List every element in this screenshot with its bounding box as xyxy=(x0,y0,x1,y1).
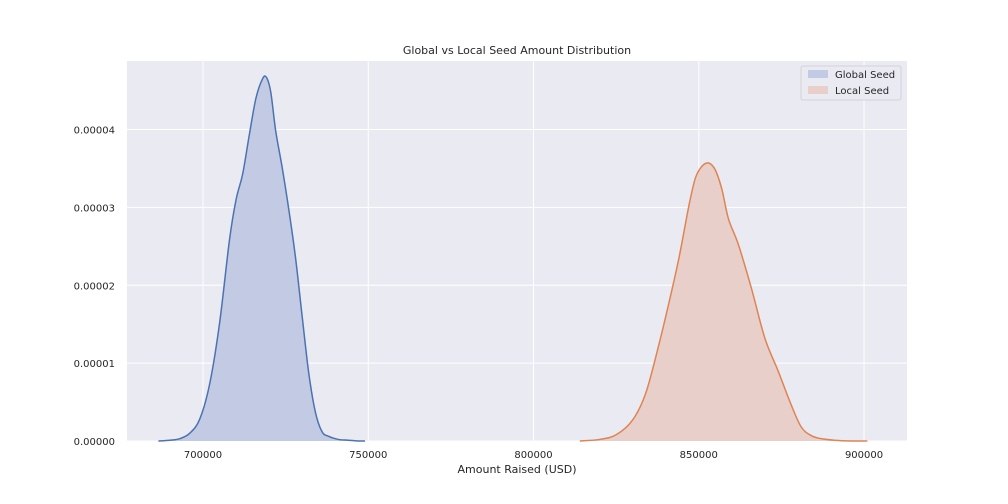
density-fill-local-seed xyxy=(579,162,868,442)
x-tick-label-0: 700000 xyxy=(184,450,222,461)
x-tick-label-3: 850000 xyxy=(680,450,718,461)
x-axis-title: Amount Raised (USD) xyxy=(458,463,577,476)
y-tick-label-2: 0.00002 xyxy=(74,281,115,292)
density-fill-global-seed xyxy=(158,75,365,442)
legend: Global Seed Local Seed xyxy=(800,65,902,101)
legend-swatch-local-seed xyxy=(808,86,828,94)
y-tick-label-1: 0.00001 xyxy=(74,359,115,370)
y-axis-ticks: 0.00000 0.00001 0.00002 0.00003 0.00004 xyxy=(74,126,115,448)
y-tick-label-0: 0.00000 xyxy=(74,437,115,448)
density-line-local-seed xyxy=(579,162,868,442)
legend-label-global-seed: Global Seed xyxy=(835,70,895,81)
legend-swatch-global-seed xyxy=(808,70,828,78)
x-tick-label-4: 900000 xyxy=(845,450,883,461)
y-tick-label-4: 0.00004 xyxy=(74,126,115,137)
series-layer xyxy=(158,75,868,442)
density-line-global-seed xyxy=(158,75,365,442)
y-tick-label-3: 0.00003 xyxy=(74,203,115,214)
x-axis-ticks: 700000 750000 800000 850000 900000 xyxy=(184,450,883,461)
legend-label-local-seed: Local Seed xyxy=(835,86,889,97)
x-tick-label-1: 750000 xyxy=(349,450,387,461)
chart-title: Global vs Local Seed Amount Distribution xyxy=(403,44,631,57)
x-tick-label-2: 800000 xyxy=(514,450,552,461)
